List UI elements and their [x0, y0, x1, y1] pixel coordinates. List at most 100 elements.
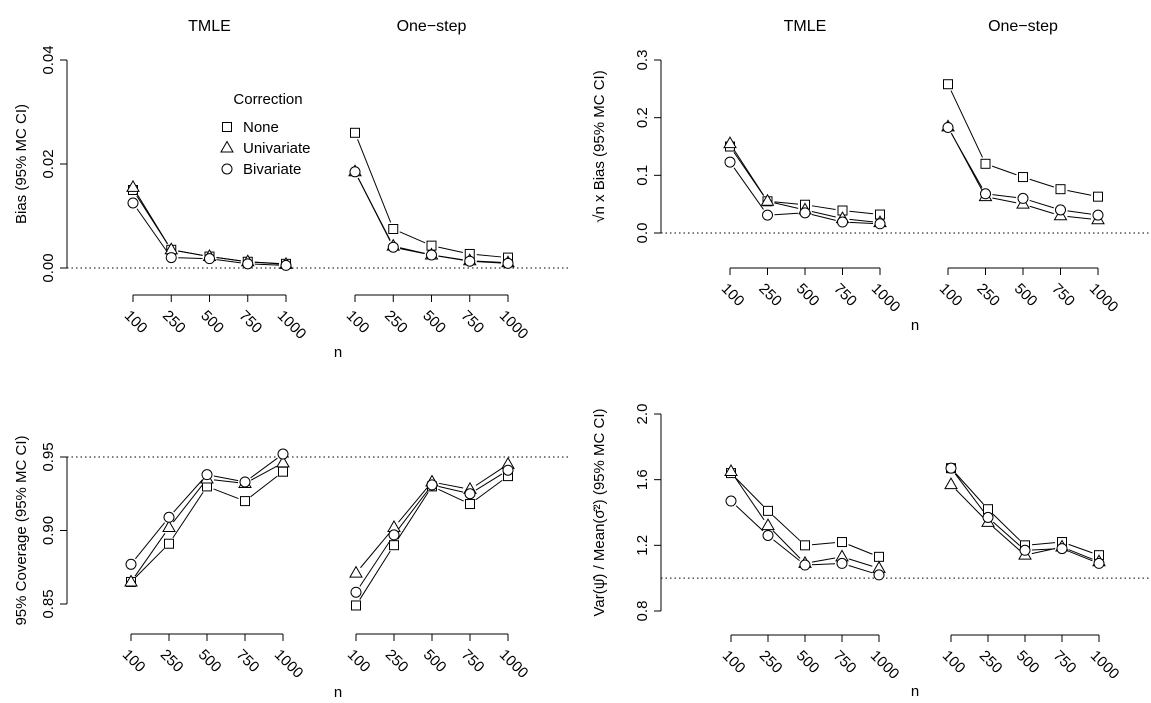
y-axis-title: Var(ψ̂) / Mean(σ̂²) (95% MC CI)	[591, 408, 608, 616]
data-point-none	[1055, 184, 1066, 195]
series-line-none	[991, 165, 1017, 176]
series-line-none	[1031, 542, 1056, 546]
series-line-univariate	[438, 482, 464, 489]
series-line-univariate	[1029, 205, 1054, 215]
data-point-bivariate	[426, 479, 438, 491]
series-line-none	[848, 544, 873, 555]
x-tick-label: 250	[755, 280, 785, 310]
x-tick-label: 100	[119, 646, 149, 676]
data-point-none	[800, 540, 810, 551]
x-axis-title: n	[911, 683, 919, 700]
data-point-bivariate	[502, 257, 514, 269]
x-tick-label: 100	[344, 646, 374, 676]
y-tick-label: 0.02	[40, 149, 57, 178]
series-line-none	[735, 477, 764, 507]
panel-title: One−step	[397, 18, 467, 35]
series-line-univariate	[1068, 549, 1093, 560]
series-line-univariate	[398, 487, 428, 523]
series-line-univariate	[849, 218, 874, 223]
series-line-none	[135, 548, 165, 578]
x-tick-label: 100	[718, 280, 748, 310]
legend: Correction None Univariate Bivariate	[220, 91, 311, 178]
x-tick-label: 750	[1048, 280, 1078, 310]
data-point-bivariate	[762, 209, 773, 221]
series-line-bivariate	[178, 257, 203, 259]
data-point-univariate	[944, 477, 958, 490]
series-line-bivariate	[849, 221, 874, 224]
x-tick-label: 1000	[274, 307, 310, 343]
series-line-bivariate	[811, 214, 836, 221]
series-line-univariate	[774, 202, 799, 209]
series-line-bivariate	[476, 261, 502, 264]
series-line-univariate	[733, 149, 765, 196]
x-tick-label: 500	[197, 307, 227, 337]
x-tick-label: 100	[343, 307, 373, 337]
series-line-none	[811, 205, 836, 210]
series-line-univariate	[172, 484, 204, 523]
series-line-none	[992, 513, 1021, 541]
series-line-bivariate	[438, 255, 463, 261]
y-tick-label: 0.00	[40, 253, 57, 282]
data-point-none	[350, 127, 360, 138]
y-tick-label: 0.8	[634, 601, 651, 622]
data-point-univariate	[724, 463, 738, 476]
series-line-univariate	[848, 558, 873, 567]
data-point-bivariate	[942, 121, 954, 133]
x-tick-label: 250	[157, 646, 187, 676]
data-point-bivariate	[204, 253, 215, 265]
x-tick-label: 250	[976, 647, 1006, 677]
x-tick-label: 750	[233, 646, 263, 676]
data-point-bivariate	[349, 166, 361, 178]
chart-quadrant-2: 0.0 0.1 0.2 0.3 √n x Bias (95% MC CI) TMLE 100…	[591, 18, 1150, 334]
data-point-bivariate	[724, 156, 736, 168]
data-point-bivariate	[464, 488, 476, 500]
series-line-bivariate	[475, 473, 503, 491]
data-point-none	[874, 551, 884, 562]
x-tick-label: 250	[159, 307, 189, 337]
x-tick-label: 250	[973, 280, 1003, 310]
series-line-bivariate	[954, 473, 985, 513]
data-point-univariate	[723, 136, 737, 149]
series-line-none	[476, 254, 502, 258]
series-line-bivariate	[1067, 210, 1092, 215]
x-tick-label: 100	[719, 647, 749, 677]
data-point-bivariate	[799, 559, 811, 571]
series-line-none	[772, 515, 801, 541]
data-point-none	[837, 537, 847, 548]
series-line-univariate	[772, 530, 801, 559]
series-line-univariate	[136, 193, 169, 245]
x-tick-label: 500	[419, 307, 449, 337]
x-tick-label: 1000	[496, 307, 532, 343]
data-point-none	[351, 600, 361, 611]
y-tick-label: 0.2	[634, 107, 651, 128]
series-line-bivariate	[135, 522, 165, 560]
series-line-none	[213, 488, 239, 500]
data-point-none	[763, 505, 773, 516]
series-line-bivariate	[213, 475, 239, 482]
x-tick-label: 750	[458, 646, 488, 676]
series-line-none	[955, 473, 984, 505]
data-point-univariate	[276, 455, 290, 468]
x-tick-label: 500	[1013, 647, 1043, 677]
data-point-bivariate	[836, 557, 848, 569]
data-point-univariate	[124, 574, 138, 587]
data-point-bivariate	[163, 511, 175, 523]
data-point-bivariate	[239, 476, 251, 488]
series-line-none	[438, 246, 464, 253]
series-line-none	[399, 231, 426, 244]
series-line-bivariate	[848, 564, 873, 574]
x-tick-label: 500	[793, 280, 823, 310]
data-point-bivariate	[464, 255, 476, 267]
panel-title: One−step	[988, 18, 1058, 35]
x-tick-label: 750	[1050, 647, 1080, 677]
legend-label: Univariate	[243, 140, 311, 157]
y-axis-title: √n x Bias (95% MC CI)	[591, 70, 608, 222]
y-tick-label: 0.04	[40, 45, 57, 74]
data-point-none	[1018, 172, 1028, 183]
series-line-univariate	[734, 476, 765, 521]
data-point-bivariate	[873, 569, 885, 581]
x-axis-title: n	[334, 344, 342, 361]
series-line-none	[475, 479, 503, 501]
series-line-bivariate	[733, 167, 764, 210]
